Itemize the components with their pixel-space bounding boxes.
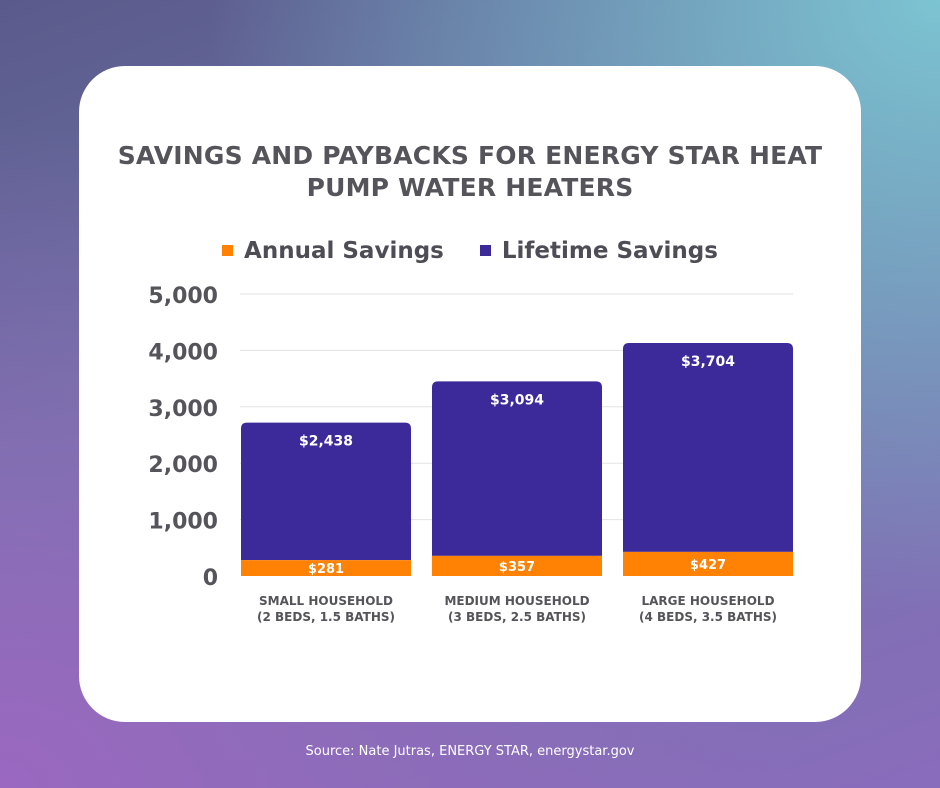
data-label-lifetime: $2,438 xyxy=(299,434,353,450)
bar-lifetime-savings xyxy=(432,381,602,556)
legend-label-lifetime: Lifetime Savings xyxy=(501,237,718,264)
x-category-label: LARGE HOUSEHOLD xyxy=(641,594,774,608)
data-label-annual: $427 xyxy=(690,558,726,573)
legend-item-annual: Annual Savings xyxy=(222,238,444,264)
y-tick-label: 0 xyxy=(203,566,218,591)
chart-title: SAVINGS AND PAYBACKS FOR ENERGY STAR HEA… xyxy=(79,140,861,204)
bar-lifetime-savings xyxy=(623,343,793,552)
x-category-label: (3 BEDS, 2.5 BATHS) xyxy=(448,610,586,624)
chart-title-line-1: SAVINGS AND PAYBACKS FOR ENERGY STAR HEA… xyxy=(117,141,823,170)
data-label-annual: $281 xyxy=(308,562,344,577)
bar-annual-savings xyxy=(241,560,411,576)
chart-legend: Annual Savings Lifetime Savings xyxy=(79,236,861,264)
y-tick-label: 5,000 xyxy=(148,284,218,309)
x-category-label: SMALL HOUSEHOLD xyxy=(259,594,393,608)
x-category-label: MEDIUM HOUSEHOLD xyxy=(444,594,589,608)
bar-lifetime-savings xyxy=(241,422,411,561)
y-tick-label: 4,000 xyxy=(148,340,218,365)
x-category-label: (4 BEDS, 3.5 BATHS) xyxy=(639,610,777,624)
legend-swatch-annual xyxy=(222,245,234,256)
bar-annual-savings xyxy=(623,551,793,576)
source-note: Source: Nate Jutras, ENERGY STAR, energy… xyxy=(305,744,635,759)
legend-swatch-lifetime xyxy=(479,245,491,256)
y-tick-label: 3,000 xyxy=(148,397,218,422)
data-label-lifetime: $3,094 xyxy=(490,392,544,408)
legend-item-lifetime: Lifetime Savings xyxy=(479,237,718,264)
data-label-annual: $357 xyxy=(499,560,535,575)
data-label-lifetime: $3,704 xyxy=(681,354,735,370)
chart-title-line-2: PUMP WATER HEATERS xyxy=(306,173,634,202)
x-category-label: (2 BEDS, 1.5 BATHS) xyxy=(257,610,395,624)
bar-annual-savings xyxy=(432,555,602,576)
legend-label-annual: Annual Savings xyxy=(244,237,444,264)
y-tick-label: 1,000 xyxy=(148,510,218,535)
y-tick-label: 2,000 xyxy=(148,453,218,478)
